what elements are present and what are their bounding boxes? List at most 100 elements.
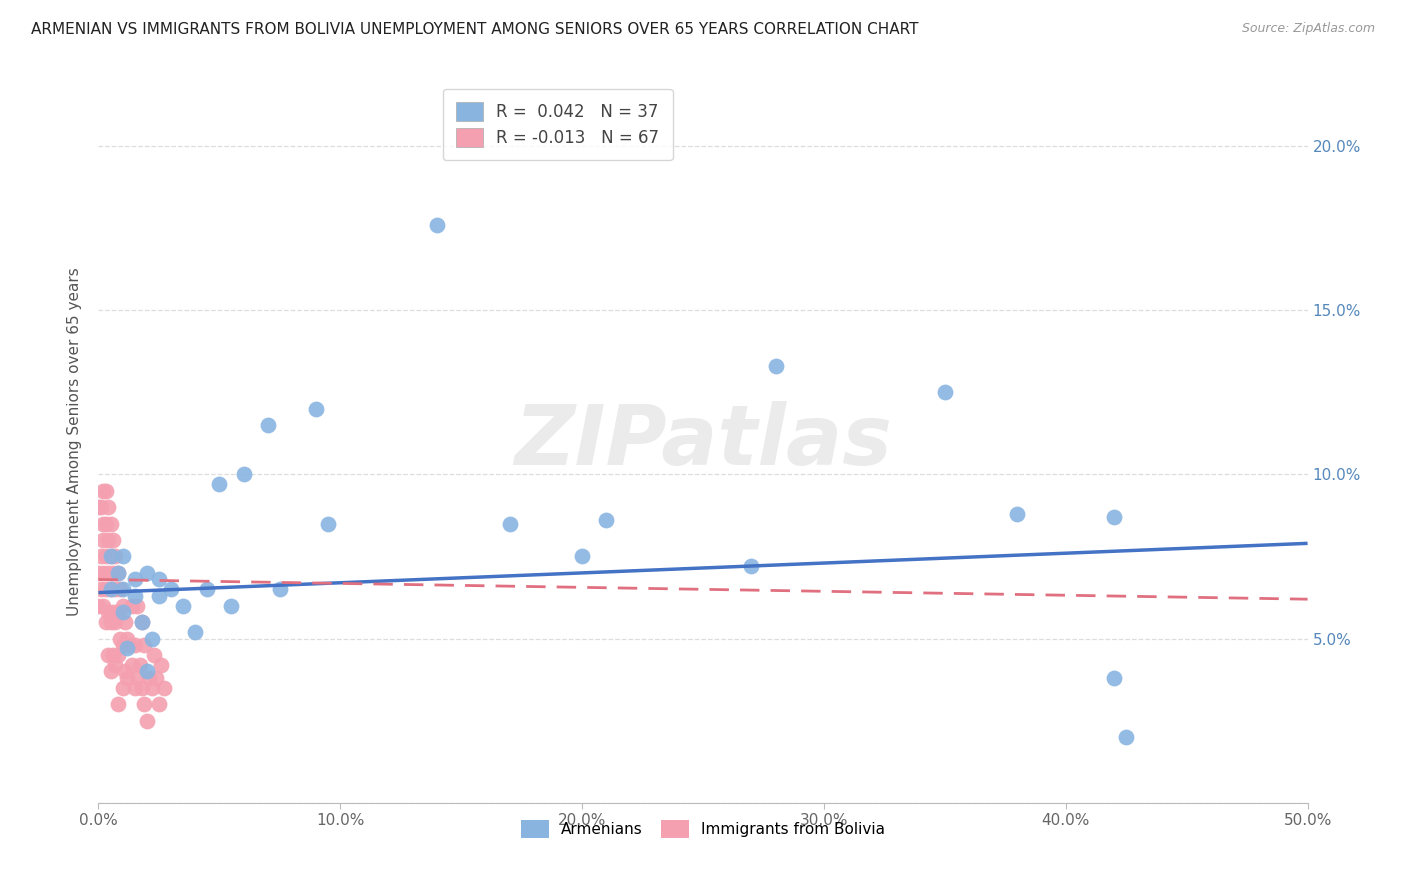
Point [124, 681, 146, 695]
Point [107, 566, 129, 580]
Point [104, 615, 127, 630]
Point [134, 698, 156, 712]
Point [101, 605, 124, 619]
Point [117, 671, 139, 685]
Text: ARMENIAN VS IMMIGRANTS FROM BOLIVIA UNEMPLOYMENT AMONG SENIORS OVER 65 YEARS COR: ARMENIAN VS IMMIGRANTS FROM BOLIVIA UNEM… [31, 22, 918, 37]
Point [104, 582, 127, 597]
Point [1115, 730, 1137, 744]
Point [91, 483, 114, 498]
Point [148, 698, 170, 712]
Point [107, 566, 129, 580]
Point [97, 533, 120, 547]
Point [104, 657, 127, 672]
Point [128, 657, 150, 672]
Point [111, 549, 134, 564]
Point [595, 513, 617, 527]
Point [145, 671, 167, 685]
Point [148, 589, 170, 603]
Point [100, 665, 122, 679]
Point [256, 418, 278, 433]
Point [138, 671, 160, 685]
Point [740, 559, 762, 574]
Point [150, 657, 173, 672]
Point [100, 549, 122, 564]
Point [91, 566, 114, 580]
Point [107, 648, 129, 662]
Point [124, 638, 146, 652]
Point [94, 549, 117, 564]
Point [316, 516, 339, 531]
Point [107, 605, 129, 619]
Point [131, 615, 153, 630]
Legend: Armenians, Immigrants from Bolivia: Armenians, Immigrants from Bolivia [513, 813, 893, 846]
Point [135, 665, 157, 679]
Text: Source: ZipAtlas.com: Source: ZipAtlas.com [1241, 22, 1375, 36]
Point [1102, 671, 1125, 685]
Point [232, 467, 254, 482]
Y-axis label: Unemployment Among Seniors over 65 years: Unemployment Among Seniors over 65 years [67, 268, 83, 615]
Point [124, 589, 146, 603]
Point [111, 605, 134, 619]
Point [100, 582, 122, 597]
Point [121, 657, 143, 672]
Point [208, 477, 231, 491]
Point [1007, 507, 1029, 521]
Point [305, 401, 328, 416]
Point [160, 582, 183, 597]
Point [114, 665, 136, 679]
Point [135, 566, 157, 580]
Point [148, 573, 170, 587]
Point [143, 648, 166, 662]
Point [269, 582, 291, 597]
Point [100, 582, 122, 597]
Point [111, 681, 134, 695]
Point [131, 681, 153, 695]
Point [111, 582, 134, 597]
Point [111, 638, 134, 652]
Point [94, 615, 117, 630]
Point [100, 615, 122, 630]
Point [97, 648, 120, 662]
Point [87, 599, 110, 613]
Point [107, 698, 129, 712]
Point [97, 566, 120, 580]
Point [221, 599, 243, 613]
Point [571, 549, 593, 564]
Point [108, 632, 131, 646]
Point [134, 638, 156, 652]
Point [104, 549, 127, 564]
Point [90, 500, 112, 515]
Point [1102, 510, 1125, 524]
Point [426, 218, 449, 232]
Point [141, 681, 163, 695]
Point [121, 599, 143, 613]
Point [91, 516, 114, 531]
Point [114, 615, 136, 630]
Point [934, 385, 956, 400]
Point [184, 625, 207, 640]
Point [141, 632, 163, 646]
Point [152, 681, 174, 695]
Point [94, 483, 117, 498]
Point [765, 359, 787, 373]
Point [94, 516, 117, 531]
Point [498, 516, 520, 531]
Point [108, 582, 131, 597]
Point [100, 516, 122, 531]
Point [124, 573, 146, 587]
Point [131, 615, 153, 630]
Point [101, 566, 124, 580]
Point [195, 582, 218, 597]
Point [97, 605, 120, 619]
Point [117, 632, 139, 646]
Text: ZIPatlas: ZIPatlas [515, 401, 891, 482]
Point [91, 599, 114, 613]
Point [101, 533, 124, 547]
Point [90, 549, 112, 564]
Point [118, 638, 141, 652]
Point [97, 500, 120, 515]
Point [90, 582, 112, 597]
Point [127, 671, 149, 685]
Point [127, 599, 149, 613]
Point [87, 500, 110, 515]
